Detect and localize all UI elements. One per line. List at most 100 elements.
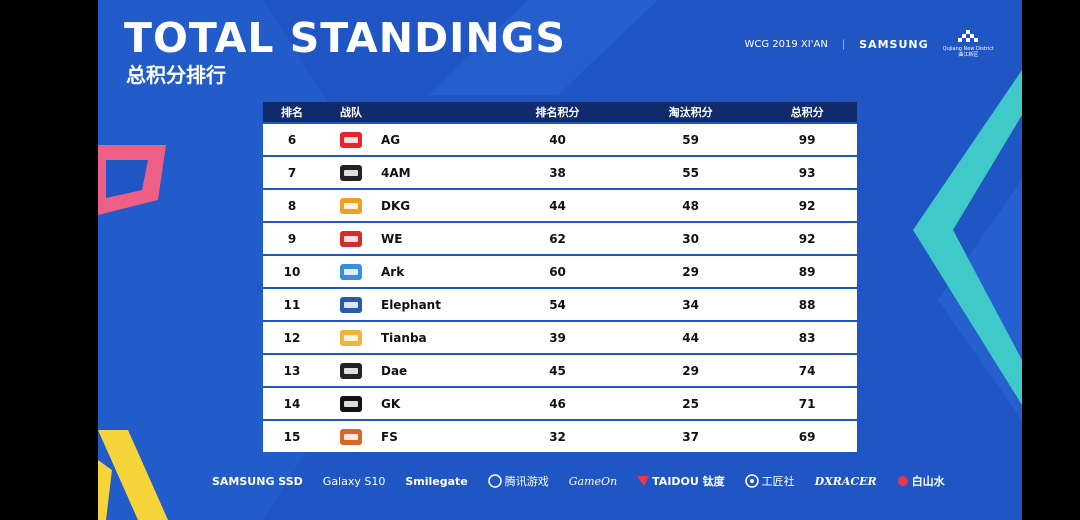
placement-points-cell: 45 — [491, 353, 625, 387]
standings-table: 排名 战队 排名积分 淘汰积分 总积分 6 AG 40 59 99 7 4AM 38 55 93 8… — [263, 102, 857, 452]
rank-cell: 11 — [263, 287, 321, 321]
rank-cell: 15 — [263, 419, 321, 452]
team-logo-cell — [321, 320, 381, 354]
team-name-cell: WE — [381, 221, 491, 255]
samsung-logo: SAMSUNG — [859, 37, 929, 51]
rank-cell: 12 — [263, 320, 321, 354]
kill-points-cell: 37 — [624, 419, 758, 452]
team-logo-cell — [321, 122, 381, 156]
taidou-logo: TAIDOU 钛度 — [637, 473, 725, 489]
gameon-logo: GameOn — [568, 474, 618, 488]
table-row: 10 Ark 60 29 89 — [263, 254, 857, 288]
divider: | — [841, 38, 846, 50]
total-points-cell: 88 — [757, 287, 857, 321]
team-logo-cell — [321, 419, 381, 452]
team-logo-cell — [321, 155, 381, 189]
table-row: 7 4AM 38 55 93 — [263, 155, 857, 189]
total-points-cell: 71 — [757, 386, 857, 420]
ark-logo — [340, 263, 362, 280]
table-header-row: 排名 战队 排名积分 淘汰积分 总积分 — [263, 102, 857, 123]
tencent-games-logo: 腾讯游戏 — [488, 473, 549, 489]
total-points-cell: 74 — [757, 353, 857, 387]
qujiang-cn: 曲江新区 — [958, 52, 979, 58]
qujiang-logo: Qujiang New District 曲江新区 — [943, 30, 994, 58]
gjrobot-logo: 工匠社 — [744, 473, 795, 489]
taidou-icon — [637, 476, 650, 486]
placement-points-cell: 60 — [491, 254, 625, 288]
gk-logo — [340, 395, 362, 412]
placement-points-cell: 32 — [491, 419, 625, 452]
table-row: 8 DKG 44 48 92 — [263, 188, 857, 222]
dkg-logo — [340, 197, 362, 214]
team-logo-cell — [321, 254, 381, 288]
team-name-cell: Tianba — [381, 320, 491, 354]
4am-logo — [340, 164, 362, 181]
samsung-ssd-logo: SAMSUNG SSD — [212, 474, 303, 488]
gjrobot-text: 工匠社 — [761, 475, 795, 488]
team-logo-cell — [321, 287, 381, 321]
kill-points-cell: 34 — [624, 287, 758, 321]
total-points-cell: 89 — [757, 254, 857, 288]
wcg-logo: WCG 2019 XI'AN — [744, 38, 828, 50]
table-row: 13 Dae 45 29 74 — [263, 353, 857, 387]
kill-points-cell: 29 — [624, 353, 758, 387]
standings-screen: TOTAL STANDINGS 总积分排行 WCG 2019 XI'AN | S… — [98, 0, 1022, 520]
rank-cell: 6 — [263, 122, 321, 156]
total-points-cell: 93 — [757, 155, 857, 189]
total-points-cell: 69 — [757, 419, 857, 452]
page-title: TOTAL STANDINGS — [124, 14, 566, 62]
placement-points-cell: 40 — [491, 122, 625, 156]
table-row: 11 Elephant 54 34 88 — [263, 287, 857, 321]
team-name-cell: Ark — [381, 254, 491, 288]
team-name-cell: DKG — [381, 188, 491, 222]
placement-points-cell: 62 — [491, 221, 625, 255]
baishanshui-logo: 白山水 — [897, 473, 945, 489]
gjrobot-icon — [744, 474, 759, 488]
tencent-text: 腾讯游戏 — [504, 475, 549, 488]
placement-points-cell: 46 — [491, 386, 625, 420]
rank-cell: 7 — [263, 155, 321, 189]
kill-points-cell: 25 — [624, 386, 758, 420]
placement-points-cell: 38 — [491, 155, 625, 189]
team-logo-cell — [321, 386, 381, 420]
team-name-cell: FS — [381, 419, 491, 452]
page-subtitle: 总积分排行 — [126, 63, 226, 87]
kill-points-cell: 44 — [624, 320, 758, 354]
rank-cell: 10 — [263, 254, 321, 288]
total-points-cell: 92 — [757, 188, 857, 222]
header-logos: WCG 2019 XI'AN | SAMSUNG Qujiang New Dis… — [744, 30, 994, 58]
col-team-spacer — [381, 102, 491, 123]
table-row: 9 WE 62 30 92 — [263, 221, 857, 255]
col-placement: 排名积分 — [491, 102, 625, 123]
total-points-cell: 92 — [757, 221, 857, 255]
right-letterbox — [1022, 0, 1080, 520]
team-logo-cell — [321, 188, 381, 222]
kill-points-cell: 48 — [624, 188, 758, 222]
tianba-logo — [340, 329, 362, 346]
smilegate-logo: Smilegate — [405, 474, 468, 488]
rank-cell: 14 — [263, 386, 321, 420]
dxracer-logo: DXRACER — [814, 474, 877, 488]
rank-cell: 13 — [263, 353, 321, 387]
kill-points-cell: 29 — [624, 254, 758, 288]
ag-logo — [340, 131, 362, 148]
total-points-cell: 99 — [757, 122, 857, 156]
fs-logo — [340, 428, 362, 445]
dae-logo — [340, 362, 362, 379]
team-name-cell: GK — [381, 386, 491, 420]
team-name-cell: Dae — [381, 353, 491, 387]
qujiang-en: Qujiang New District — [942, 46, 994, 52]
kill-points-cell: 59 — [624, 122, 758, 156]
team-logo-cell — [321, 221, 381, 255]
we-logo — [340, 230, 362, 247]
total-points-cell: 83 — [757, 320, 857, 354]
col-team: 战队 — [321, 102, 381, 123]
tencent-icon — [488, 474, 502, 488]
elephant-logo — [340, 296, 362, 313]
team-name-cell: AG — [381, 122, 491, 156]
checker-icon — [958, 30, 979, 42]
rank-cell: 8 — [263, 188, 321, 222]
baishanshui-icon — [897, 476, 908, 486]
table-row: 15 FS 32 37 69 — [263, 419, 857, 452]
sponsor-bar: SAMSUNG SSD Galaxy S10 Smilegate 腾讯游戏 Ga… — [212, 469, 945, 493]
